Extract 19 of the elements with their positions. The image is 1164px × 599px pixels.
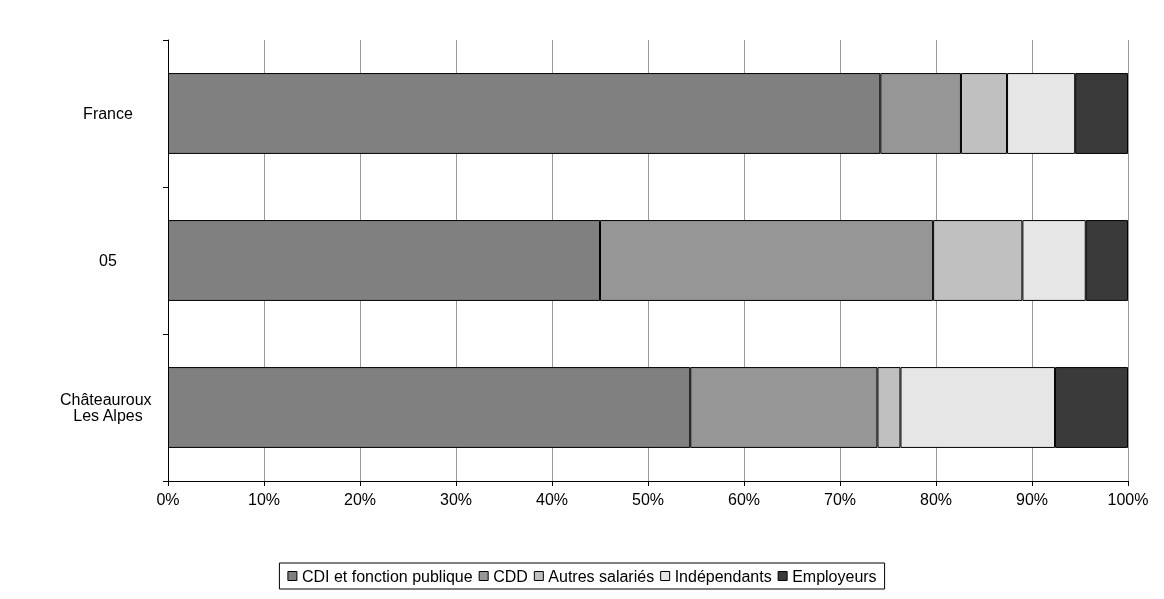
x-tick-label: 60% (727, 490, 761, 508)
legend-label: Indépendants (674, 567, 772, 585)
x-tick-label: 10% (247, 490, 281, 508)
y-tick-label: Châteauroux Les Alpes (59, 391, 157, 424)
legend-label: CDI et fonction publique (301, 567, 473, 585)
x-tick-label: 40% (535, 490, 569, 508)
x-tick-label: 90% (1015, 490, 1049, 508)
y-tick-label: 05 (99, 252, 117, 269)
x-tick-label: 50% (631, 490, 665, 508)
legend-label: CDD (493, 567, 528, 585)
x-tick-label: 70% (823, 490, 857, 508)
x-tick-label: 20% (343, 490, 377, 508)
x-tick-label: 30% (439, 490, 473, 508)
legend-label: Employeurs (792, 567, 877, 585)
x-tick-label: 80% (919, 490, 953, 508)
legend-label: Autres salariés (548, 567, 655, 585)
x-tick-label: 0% (156, 490, 180, 508)
y-tick-label: France (83, 105, 133, 122)
x-tick-label: 100% (1107, 490, 1149, 508)
